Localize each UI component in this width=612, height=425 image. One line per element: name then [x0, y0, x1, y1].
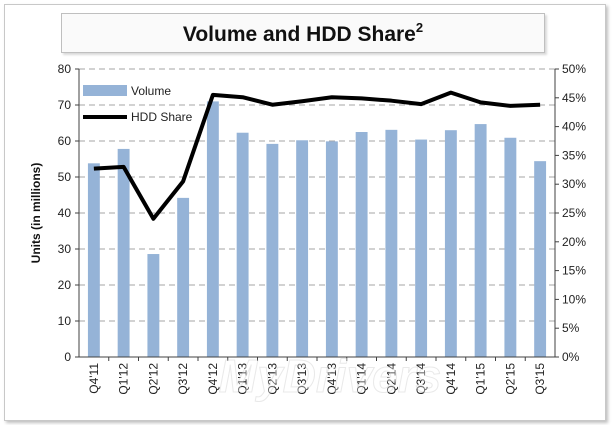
x-tick-label: Q2'13 — [265, 363, 279, 395]
bar — [296, 140, 309, 357]
y2-tick-label: 5% — [562, 321, 580, 335]
chart-title-box: Volume and HDD Share2 — [61, 13, 545, 53]
legend-label-volume: Volume — [131, 84, 171, 98]
bar — [87, 163, 100, 357]
x-tick-label: Q1'13 — [236, 363, 250, 395]
x-tick-label: Q3'13 — [295, 363, 309, 395]
y2-tick-label: 15% — [562, 264, 586, 278]
y-tick-label: 70 — [58, 98, 72, 112]
bar — [444, 130, 457, 357]
y-tick-label: 80 — [58, 62, 72, 76]
bar — [266, 143, 279, 357]
x-tick-label: Q4'14 — [444, 363, 458, 395]
y2-tick-label: 45% — [562, 91, 586, 105]
y2-tick-label: 0% — [562, 350, 580, 364]
bar — [415, 139, 428, 357]
bar — [504, 137, 517, 357]
y2-tick-label: 40% — [562, 120, 586, 134]
y2-tick-label: 50% — [562, 62, 586, 76]
chart-title: Volume and HDD Share2 — [182, 19, 424, 46]
bar — [236, 132, 249, 357]
y2-tick-label: 30% — [562, 177, 586, 191]
legend-label-share: HDD Share — [131, 110, 193, 124]
watermark: MyDrivers — [219, 350, 441, 402]
x-tick-label: Q1'14 — [355, 363, 369, 395]
x-tick-label: Q4'11 — [87, 363, 101, 394]
bar — [147, 254, 160, 357]
x-tick-label: Q2'15 — [503, 363, 517, 395]
x-tick-label: Q4'13 — [325, 363, 339, 395]
y2-tick-label: 10% — [562, 292, 586, 306]
y-tick-label: 0 — [64, 350, 71, 364]
bar — [117, 148, 130, 357]
x-tick-label: Q3'15 — [533, 363, 547, 395]
bar — [325, 141, 338, 357]
y2-tick-label: 35% — [562, 148, 586, 162]
x-tick-label: Q3'12 — [176, 363, 190, 395]
x-tick-label: Q3'14 — [414, 363, 428, 395]
y-tick-label: 50 — [58, 170, 72, 184]
bar — [177, 197, 190, 357]
bar — [355, 132, 368, 357]
x-tick-label: Q1'12 — [117, 363, 131, 395]
x-tick-label: Q4'12 — [206, 363, 220, 395]
y-tick-label: 10 — [58, 314, 72, 328]
bar — [385, 129, 398, 357]
y-tick-label: 40 — [58, 206, 72, 220]
bar — [474, 124, 487, 357]
share-line — [93, 90, 541, 221]
x-tick-label: Q2'12 — [146, 363, 160, 395]
y-tick-label: 60 — [58, 134, 72, 148]
y-axis-title: Units (in millions) — [29, 163, 43, 264]
bar — [206, 101, 219, 358]
y2-tick-label: 20% — [562, 235, 586, 249]
y2-tick-label: 25% — [562, 206, 586, 220]
y-tick-label: 30 — [58, 242, 72, 256]
x-tick-label: Q2'14 — [384, 363, 398, 395]
legend-swatch-volume — [83, 85, 127, 96]
y-tick-label: 20 — [58, 278, 72, 292]
bar — [534, 161, 547, 357]
x-tick-label: Q1'15 — [474, 363, 488, 395]
